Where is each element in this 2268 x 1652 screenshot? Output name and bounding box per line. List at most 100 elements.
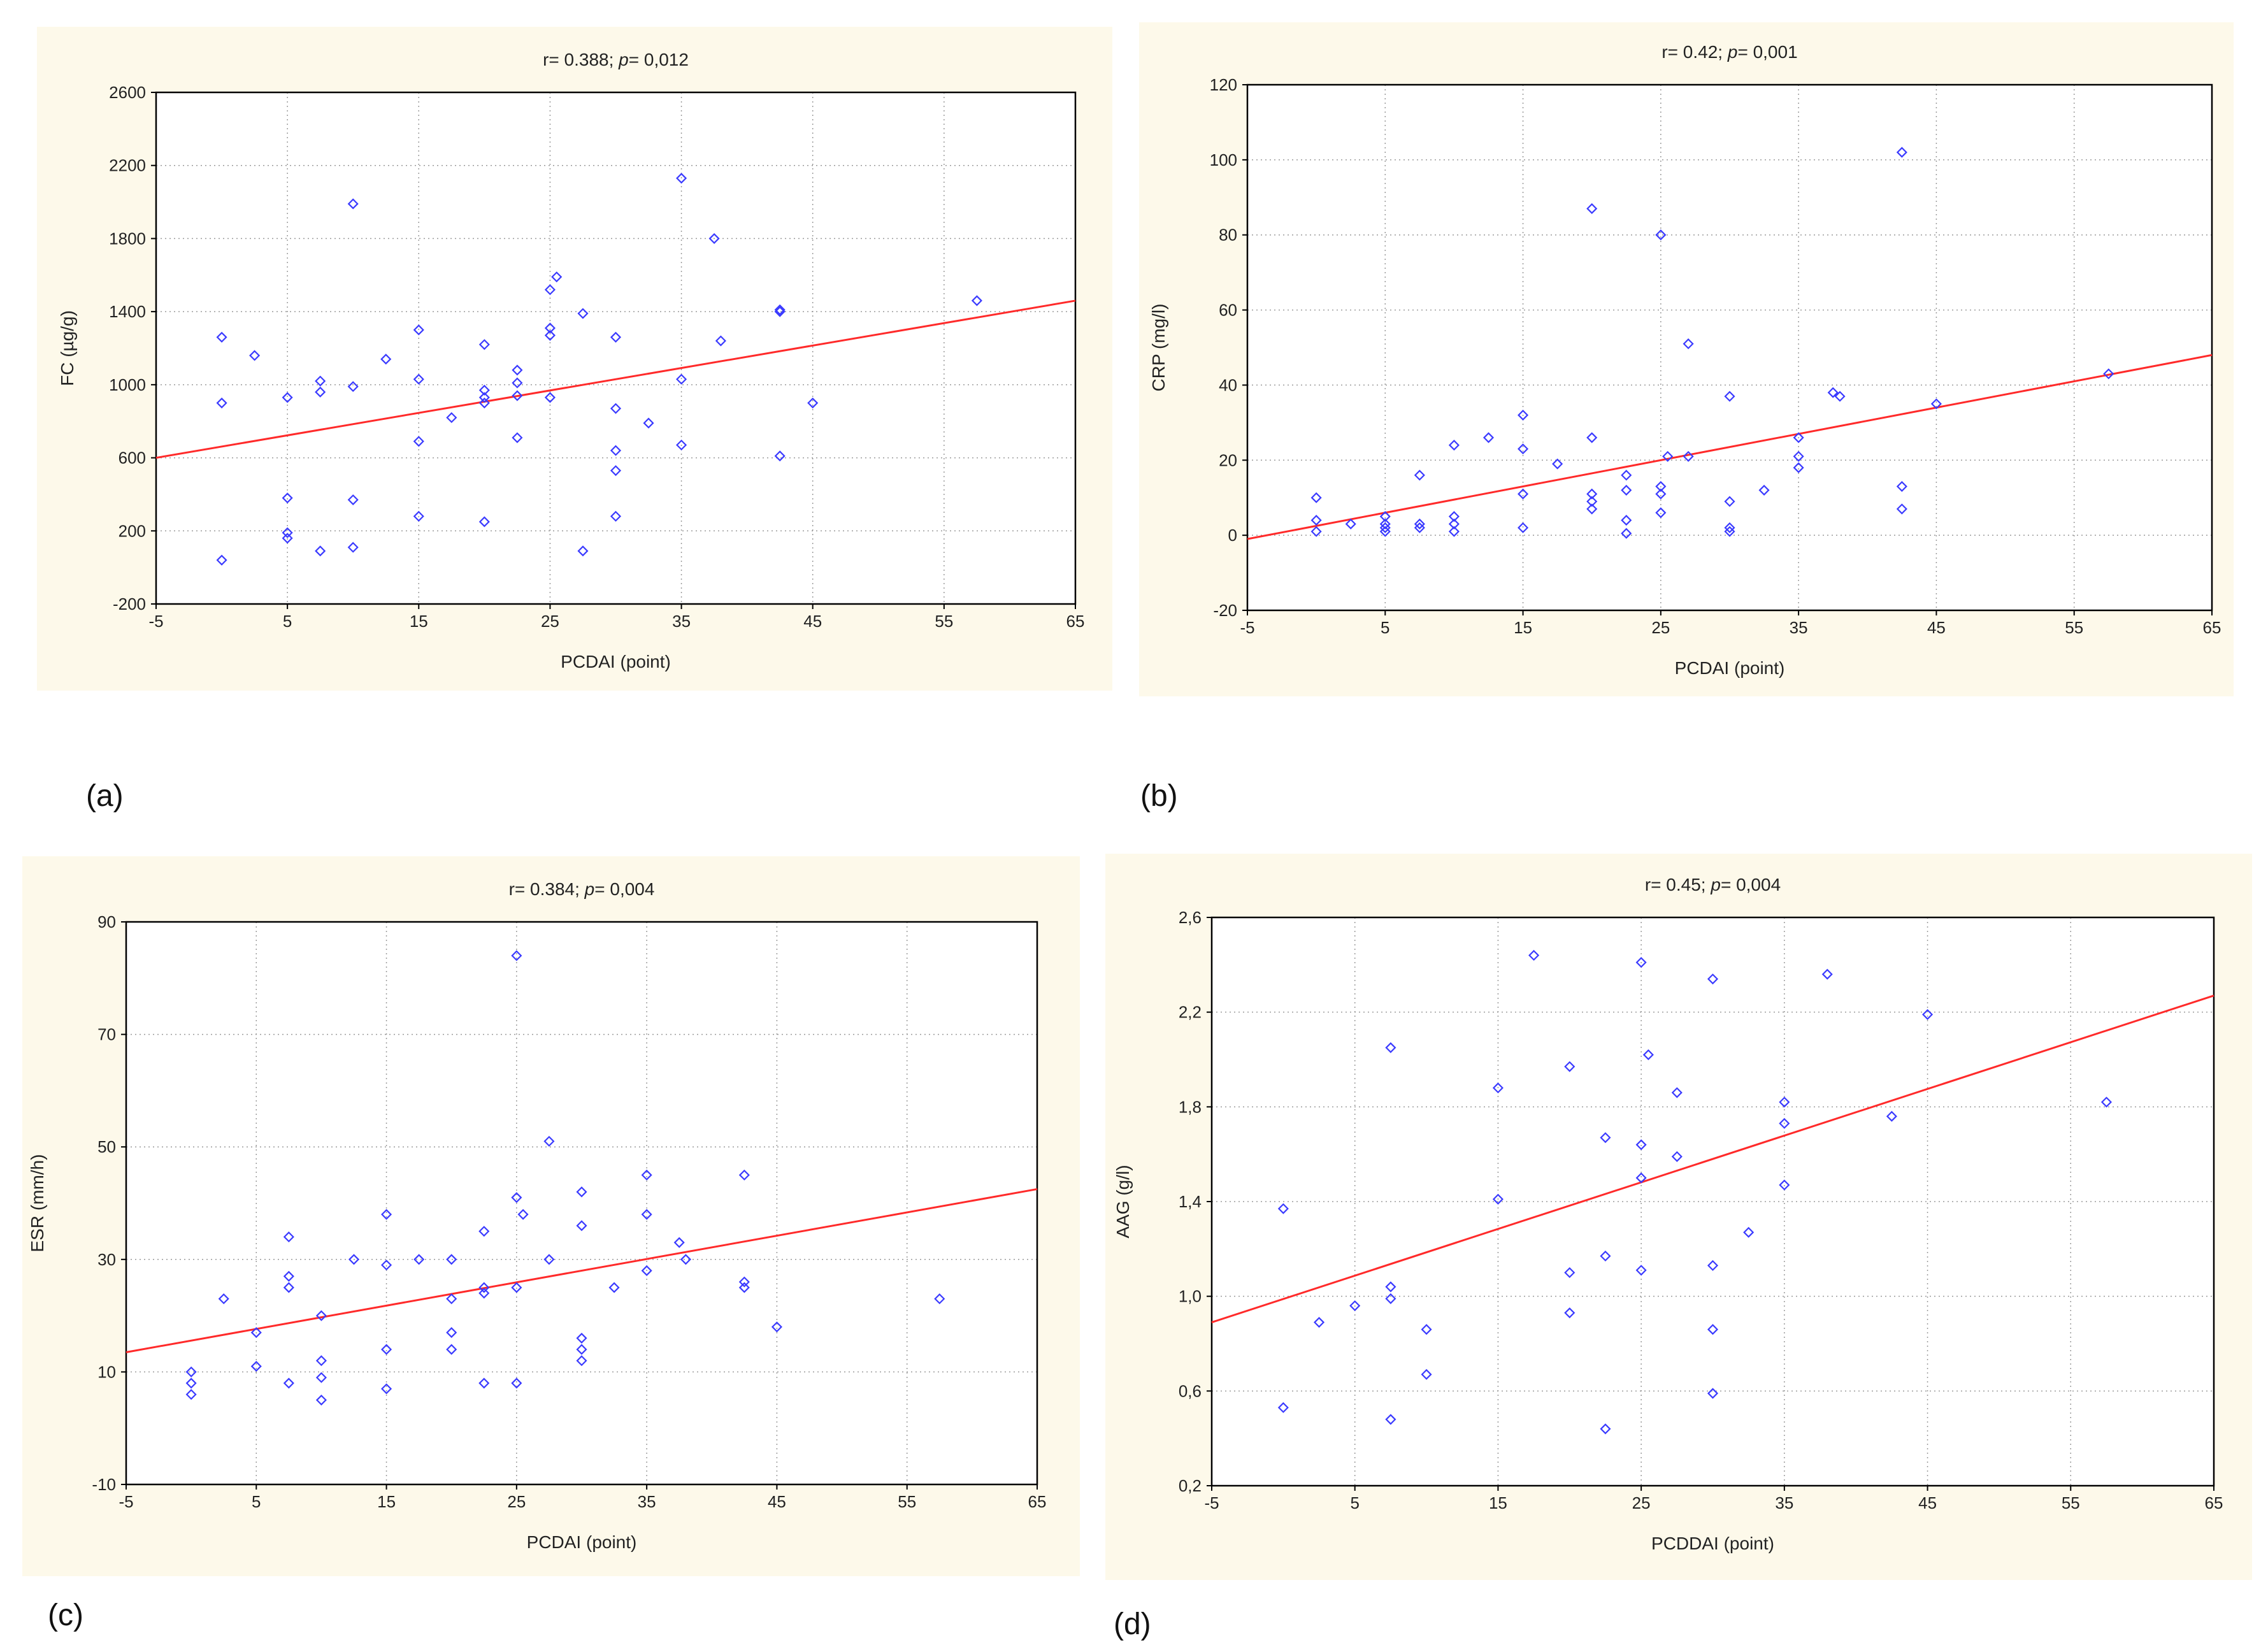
x-tick-label: 65 <box>1028 1492 1047 1511</box>
scatter-point <box>1586 488 1598 499</box>
scatter-point <box>1385 1281 1396 1293</box>
scatter-point <box>1385 1293 1396 1304</box>
scatter-point <box>478 392 490 403</box>
scatter-point <box>1313 1316 1325 1328</box>
chart-2: -5 5 15 25 35 45 55 65 -10 10 30 50 70 90 r= 0.384; p=… <box>27 879 1046 1552</box>
chart-title: r= 0.45; p= 0,004 <box>1645 875 1781 894</box>
x-axis-title: PCDAI (point) <box>1675 658 1785 678</box>
scatter-point <box>543 1254 555 1265</box>
scatter-point <box>1345 518 1356 530</box>
x-tick-label: 45 <box>1927 618 1946 637</box>
scatter-point <box>1621 528 1632 539</box>
y-tick-label: 2200 <box>109 156 146 175</box>
scatter-point <box>1528 949 1540 961</box>
scatter-point <box>1635 1172 1647 1184</box>
y-tick-label: 1,4 <box>1179 1192 1202 1211</box>
y-tick-label: -10 <box>92 1475 116 1494</box>
scatter-point <box>1724 391 1735 402</box>
y-tick-label: 0,2 <box>1179 1476 1202 1495</box>
scatter-point <box>576 1344 587 1355</box>
scatter-point <box>1821 968 1833 980</box>
scatter-point <box>1277 1203 1289 1214</box>
x-axis-title: PCDAI (point) <box>561 652 671 672</box>
scatter-point <box>1385 1414 1396 1425</box>
scatter-point <box>1586 432 1598 443</box>
scatter-point <box>544 284 556 296</box>
scatter-point <box>1518 522 1529 533</box>
scatter-point <box>641 1265 652 1277</box>
scatter-point <box>807 397 819 409</box>
plot-area <box>156 92 1075 604</box>
scatter-point <box>381 1260 392 1271</box>
scatter-point <box>413 324 424 336</box>
scatter-point <box>478 1226 490 1237</box>
x-tick-label: 25 <box>541 612 559 631</box>
scatter-point <box>551 271 563 283</box>
scatter-point <box>446 412 457 424</box>
y-tick-label: 0,6 <box>1179 1381 1202 1400</box>
scatter-point <box>511 1377 522 1389</box>
y-tick-label: 200 <box>118 521 146 540</box>
scatter-point <box>708 233 720 244</box>
scatter-point <box>413 373 424 385</box>
y-tick-label: -20 <box>1213 601 1237 620</box>
scatter-point <box>1671 1151 1683 1162</box>
scatter-point <box>1896 480 1907 492</box>
y-tick-label: 90 <box>97 912 116 931</box>
scatter-point <box>511 1192 522 1203</box>
scatter-point <box>315 386 326 398</box>
scatter-point <box>315 545 326 557</box>
scatter-point <box>1635 1265 1647 1276</box>
scatter-point <box>512 364 523 376</box>
scatter-point <box>1683 338 1694 350</box>
chart-title: r= 0.388; p= 0,012 <box>543 50 689 69</box>
scatter-point <box>1414 470 1425 481</box>
scatter-point <box>774 450 786 462</box>
scatter-point <box>771 1321 782 1333</box>
scatter-point <box>347 494 359 506</box>
chart-3: -5 5 15 25 35 45 55 65 0,2 0,6 1,0 1,4 1,8 2,2 2,6 r= 0… <box>1113 875 2223 1553</box>
y-tick-label: 30 <box>97 1250 116 1269</box>
scatter-point <box>315 375 326 387</box>
x-axis-title: PCDAI (point) <box>527 1532 637 1552</box>
scatter-point <box>446 1344 457 1355</box>
x-tick-label: 15 <box>410 612 428 631</box>
scatter-point <box>1518 410 1529 421</box>
panel-label-d: (d) <box>1114 1607 1151 1641</box>
scatter-point <box>1642 1049 1654 1061</box>
scatter-point <box>774 306 786 317</box>
x-tick-label: 35 <box>1775 1493 1793 1512</box>
regression-line <box>126 1188 1038 1353</box>
scatter-point <box>1379 511 1391 522</box>
scatter-point <box>381 1383 392 1395</box>
x-tick-label: 65 <box>2203 618 2221 637</box>
scatter-point <box>1707 1388 1719 1399</box>
scatter-point <box>1922 1009 1934 1020</box>
scatter-point <box>1277 1402 1289 1413</box>
scatter-point <box>1743 1226 1755 1238</box>
panel-label-a: (a) <box>86 779 124 813</box>
scatter-point <box>478 1288 490 1299</box>
scatter-point <box>1662 450 1674 462</box>
scatter-point <box>577 545 589 557</box>
scatter-point <box>1564 1267 1575 1279</box>
y-axis-title: FC (µg/g) <box>57 310 77 386</box>
scatter-point <box>218 1293 229 1305</box>
scatter-point <box>774 304 786 315</box>
y-tick-label: 2,2 <box>1179 1003 1202 1022</box>
scatter-point <box>1310 515 1322 526</box>
scatter-point <box>315 1310 327 1321</box>
scatter-point <box>544 392 556 403</box>
x-tick-label: -5 <box>1240 618 1254 637</box>
scatter-point <box>1448 511 1460 522</box>
scatter-point <box>282 492 293 504</box>
scatter-point <box>347 381 359 392</box>
regression-line <box>1247 354 2213 540</box>
chart-0: -5 5 15 25 35 45 55 65 -200 200 600 1000 1400 1800 220… <box>57 50 1084 672</box>
x-tick-label: 5 <box>1381 618 1389 637</box>
scatter-point <box>1886 1110 1897 1122</box>
scatter-point <box>577 308 589 319</box>
scatter-point <box>283 1270 294 1282</box>
x-tick-label: 45 <box>803 612 822 631</box>
